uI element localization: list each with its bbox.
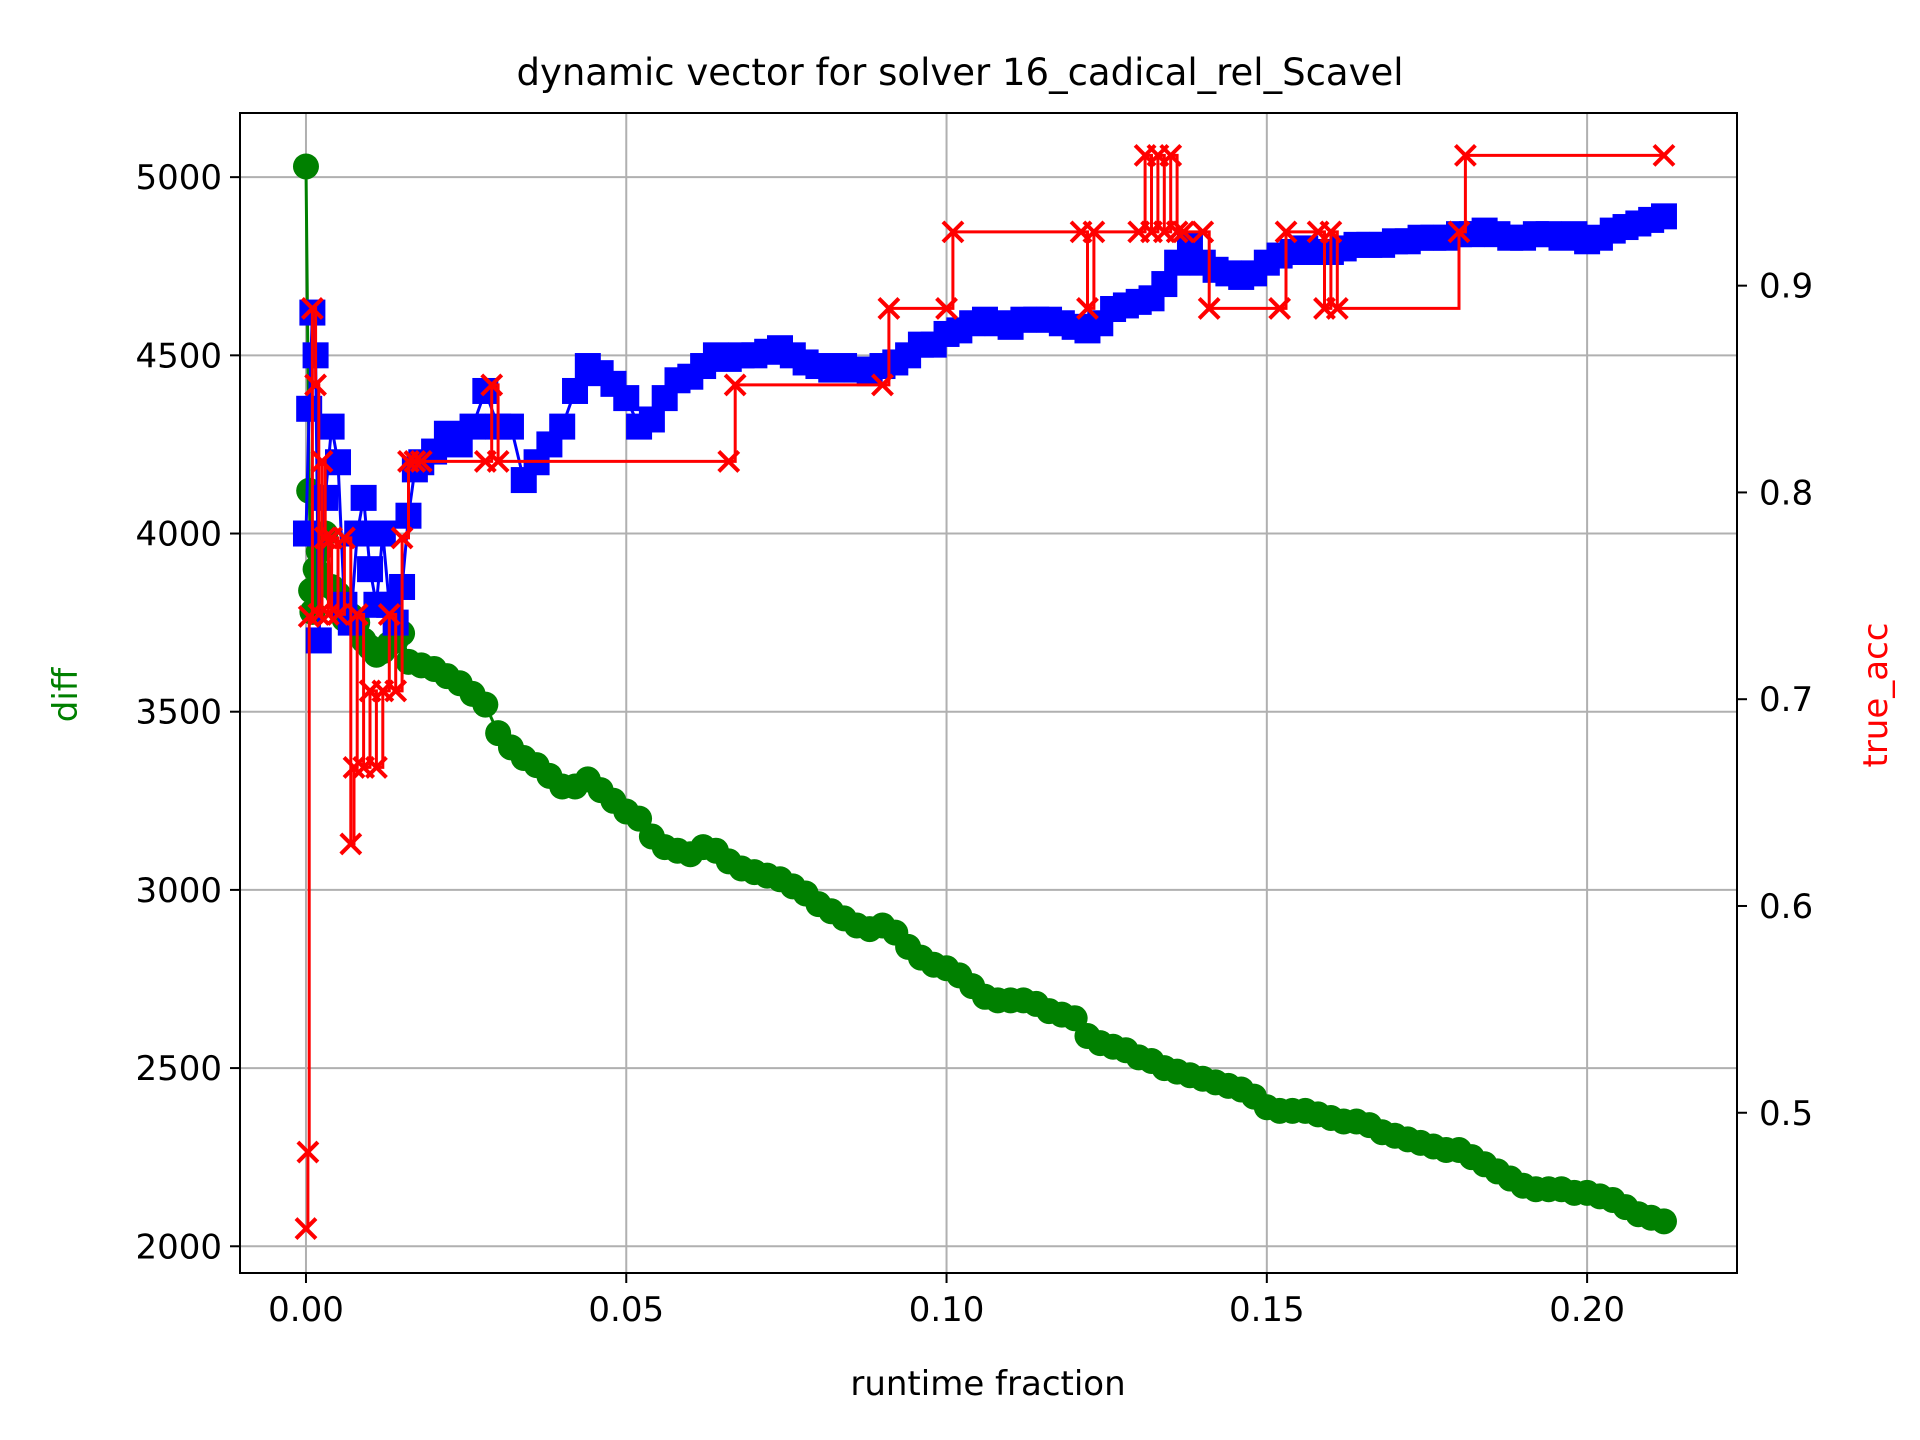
data-point [390,526,414,550]
y-left-tick-label: 4500 [135,336,222,376]
plot-frame [239,112,1738,1274]
data-point [369,520,396,547]
data-point [1319,220,1343,244]
data-point [1191,220,1215,244]
data-point [1165,220,1189,244]
data-point [326,603,350,626]
series-circle [292,153,1677,1235]
x-tick-label: 0.10 [909,1290,985,1330]
data-point [562,377,589,404]
y-left-tick-label: 2000 [135,1227,222,1267]
series-square [292,203,1677,654]
data-point [871,373,894,397]
data-point [1453,143,1477,167]
data-point [1268,296,1292,320]
data-point [339,832,363,856]
data-point [613,385,640,412]
data-point [486,449,510,473]
data-point [1650,1208,1677,1235]
x-axis-label: runtime fraction [850,1364,1125,1404]
data-point [1197,296,1221,320]
data-point [497,413,524,440]
data-point [318,413,345,440]
data-point [350,484,377,511]
series-x [294,143,1676,1240]
x-tick-label: 0.00 [268,1290,344,1330]
data-point [332,526,356,550]
data-point [717,449,741,473]
x-tick-label: 0.15 [1229,1290,1305,1330]
chart-title: dynamic vector for solver 16_cadical_rel… [516,51,1403,94]
data-point [310,449,334,473]
data-point [294,1217,318,1240]
data-point [1447,220,1471,244]
data-point [1274,220,1298,244]
data-point [300,296,324,320]
data-point [877,296,901,320]
data-point [313,526,337,550]
x-tick-label: 0.05 [588,1290,664,1330]
data-point [723,373,747,397]
y-left-tick-label: 4000 [135,515,222,555]
data-point [1082,220,1106,244]
y-left-tick-label: 2500 [135,1049,222,1089]
data-point [1159,143,1183,167]
y-right-tick-label: 0.8 [1759,473,1813,513]
data-point [384,679,408,703]
y-axis-right-label: true_acc [1856,623,1896,768]
data-point [377,603,401,626]
data-point [1652,143,1676,167]
y-right-tick-label: 0.5 [1759,1094,1813,1134]
data-point [345,603,369,626]
y-right-tick-label: 0.6 [1759,887,1813,927]
y-right-tick-label: 0.7 [1759,680,1813,720]
data-point [304,373,328,397]
data-point [1172,220,1195,244]
axes: 0.00 0.05 0.10 0.15 0.20 2000 2500 3000 3500 4000… [135,158,1813,1330]
data-point [935,296,958,320]
y-axis-left-label: diff [46,666,86,722]
data-point [941,220,965,244]
data-point [1650,203,1677,230]
data-point [1076,296,1099,320]
y-left-tick-label: 3500 [135,693,222,733]
series-layer [292,143,1677,1240]
x-tick-label: 0.20 [1549,1290,1625,1330]
data-point [292,520,319,547]
data-point [1325,296,1349,320]
data-point [365,756,388,779]
data-point [292,153,319,180]
data-point [403,449,427,473]
data-point [342,756,366,779]
data-point [296,1140,320,1164]
y-left-tick-label: 5000 [135,158,222,198]
data-point [357,556,384,583]
data-point [549,413,576,440]
data-point [307,603,331,626]
data-point [459,413,486,440]
data-point [472,691,499,718]
data-point [409,449,433,473]
y-right-tick-label: 0.9 [1759,267,1813,307]
data-point [480,373,504,397]
data-point [316,603,340,626]
y-left-tick-label: 3000 [135,871,222,911]
